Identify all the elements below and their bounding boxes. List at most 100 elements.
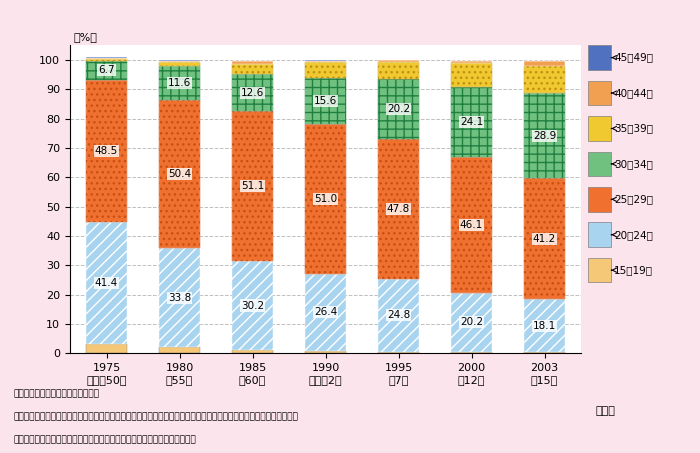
Text: 35〜39歳: 35〜39歳 (611, 124, 653, 134)
Bar (524, 352, 565, 353)
Bar (232, 111, 272, 261)
Text: 20.2: 20.2 (387, 104, 410, 114)
Bar (232, 64, 272, 74)
Bar (160, 101, 199, 248)
Bar (160, 62, 199, 67)
Bar (86, 222, 127, 344)
Text: 48.5: 48.5 (95, 146, 118, 156)
FancyBboxPatch shape (588, 152, 611, 176)
Text: 30〜34歳: 30〜34歳 (611, 159, 653, 169)
Text: （年）: （年） (596, 406, 615, 416)
FancyBboxPatch shape (588, 187, 611, 212)
Bar (160, 67, 199, 101)
Bar (232, 261, 272, 350)
Text: 注１：　第１子とは、同じ母親がこれまでに生んだ出生子の総数について数えた順序（出生順位）の最初の子である。: 注１： 第１子とは、同じ母親がこれまでに生んだ出生子の総数について数えた順序（出… (14, 412, 299, 421)
Bar (379, 279, 419, 352)
Text: 11.6: 11.6 (168, 78, 191, 88)
Text: 15.6: 15.6 (314, 96, 337, 106)
Bar (452, 87, 491, 157)
Bar (86, 80, 127, 222)
FancyBboxPatch shape (588, 116, 611, 141)
Bar (305, 274, 346, 351)
Bar (160, 248, 199, 347)
Bar (305, 63, 346, 78)
Text: 6.7: 6.7 (98, 65, 115, 75)
Bar (305, 78, 346, 124)
Text: 30.2: 30.2 (241, 300, 264, 310)
FancyBboxPatch shape (588, 45, 611, 70)
Bar (379, 60, 419, 62)
Bar (232, 111, 272, 261)
Text: 40〜44歳: 40〜44歳 (611, 88, 653, 98)
Bar (379, 62, 419, 79)
Text: 50.4: 50.4 (168, 169, 191, 179)
Text: （%）: （%） (74, 32, 97, 43)
Bar (524, 299, 565, 352)
FancyBboxPatch shape (588, 81, 611, 106)
Text: 20〜24歳: 20〜24歳 (611, 230, 653, 240)
Bar (524, 61, 565, 66)
FancyBboxPatch shape (588, 258, 611, 283)
Bar (524, 66, 565, 93)
Text: 12.6: 12.6 (241, 88, 264, 98)
Bar (86, 344, 127, 353)
Bar (305, 78, 346, 124)
Bar (379, 139, 419, 279)
Bar (452, 293, 491, 352)
FancyBboxPatch shape (588, 222, 611, 247)
Bar (160, 62, 199, 67)
Text: 33.8: 33.8 (168, 293, 191, 303)
Text: 26.4: 26.4 (314, 307, 337, 317)
Bar (86, 58, 127, 61)
Text: 20.2: 20.2 (460, 317, 483, 327)
Bar (305, 63, 346, 78)
Bar (452, 63, 491, 87)
Bar (160, 67, 199, 101)
Text: 41.2: 41.2 (533, 234, 556, 244)
Bar (452, 157, 491, 293)
Bar (232, 350, 272, 353)
Bar (524, 178, 565, 299)
Bar (160, 61, 199, 62)
Bar (524, 66, 565, 93)
Bar (232, 74, 272, 111)
Bar (452, 157, 491, 293)
Bar (524, 93, 565, 178)
Bar (379, 79, 419, 139)
Bar (452, 87, 491, 157)
Bar (86, 61, 127, 80)
Bar (524, 93, 565, 178)
Text: 51.1: 51.1 (241, 181, 264, 191)
Bar (86, 61, 127, 80)
Bar (379, 139, 419, 279)
Text: 25〜29歳: 25〜29歳 (611, 194, 653, 204)
Bar (452, 352, 491, 353)
Text: 46.1: 46.1 (460, 220, 483, 230)
Text: 51.0: 51.0 (314, 194, 337, 204)
Text: 41.4: 41.4 (95, 278, 118, 288)
Bar (232, 61, 272, 64)
Text: 45〜49歳: 45〜49歳 (611, 53, 653, 63)
Text: 28.9: 28.9 (533, 131, 556, 141)
Text: 24.8: 24.8 (387, 310, 410, 320)
Bar (379, 62, 419, 79)
Text: 47.8: 47.8 (387, 204, 410, 214)
Text: 資料：厚生労働省「人口動態統計」: 資料：厚生労働省「人口動態統計」 (14, 390, 100, 399)
Bar (305, 124, 346, 274)
Bar (232, 64, 272, 74)
Text: 15〜19歳: 15〜19歳 (611, 265, 653, 275)
Bar (452, 63, 491, 87)
Bar (86, 80, 127, 222)
Bar (305, 351, 346, 353)
Bar (86, 58, 127, 61)
Text: ２：　母親の年齢は、１４歳以下、５０歳以上及び年齢不詳は含まない。: ２： 母親の年齢は、１４歳以下、５０歳以上及び年齢不詳は含まない。 (14, 435, 197, 444)
Text: 18.1: 18.1 (533, 321, 556, 331)
Text: 24.1: 24.1 (460, 117, 483, 127)
Bar (305, 61, 346, 63)
Bar (305, 124, 346, 274)
Bar (232, 74, 272, 111)
Bar (379, 352, 419, 353)
Bar (379, 79, 419, 139)
Bar (160, 347, 199, 353)
Bar (524, 178, 565, 299)
